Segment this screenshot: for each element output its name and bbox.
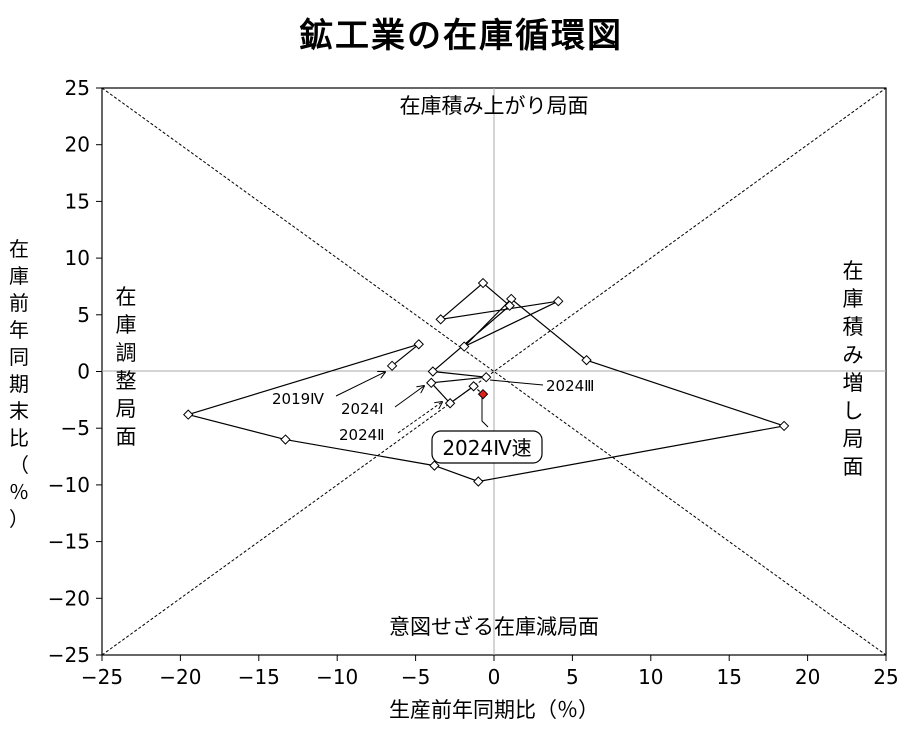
quadrant-label-bottom: 意図せざる在庫減局面	[389, 615, 599, 639]
data-point	[504, 300, 515, 311]
data-point	[386, 360, 398, 372]
x-tick-label: 15	[716, 665, 741, 689]
leader-2024-4	[481, 397, 489, 428]
data-point	[426, 377, 437, 389]
y-tick-label: 15	[65, 189, 90, 213]
chart-title: 鉱工業の在庫循環図	[299, 16, 623, 56]
vertical-char: 同	[9, 345, 29, 369]
vertical-char: 庫	[9, 264, 29, 288]
vertical-char: し	[842, 399, 864, 423]
vertical-char: 末	[9, 399, 29, 423]
y-tick-label: −10	[48, 473, 90, 497]
data-point	[444, 398, 456, 409]
vertical-char: 面	[842, 455, 864, 479]
vertical-char: 局	[115, 397, 137, 421]
vertical-char: 面	[115, 425, 137, 449]
x-tick-label: −25	[81, 665, 123, 689]
arrow-2019-4	[335, 372, 385, 397]
vertical-char: 庫	[115, 313, 137, 337]
data-point	[778, 420, 790, 432]
label-2024-1: 2024Ⅰ	[341, 400, 384, 418]
data-point-preliminary	[477, 388, 489, 400]
x-tick-label: 5	[566, 665, 579, 689]
data-point	[468, 381, 479, 392]
vertical-char: 前	[9, 291, 29, 315]
y-tick-label: −25	[48, 643, 90, 667]
quadrant-label-top: 在庫積み上がり局面	[400, 94, 589, 118]
x-tick-label: 0	[488, 665, 501, 689]
x-tick-label: −20	[159, 665, 201, 689]
guide-line-0	[101, 87, 887, 656]
vertical-char: 期	[9, 372, 29, 396]
x-tick-label: 10	[638, 665, 663, 689]
vertical-char: 調	[115, 341, 137, 365]
x-tick-label: 20	[795, 665, 820, 689]
quadrant-label-left: 在庫調整局面	[112, 283, 140, 451]
data-point	[477, 277, 489, 289]
vertical-char: み	[842, 343, 864, 367]
y-tick-label: 5	[77, 303, 90, 327]
y-tick-label: 25	[65, 76, 90, 100]
data-point	[280, 434, 291, 445]
y-tick-label: −15	[48, 530, 90, 554]
data-point	[427, 366, 439, 377]
vertical-char: （	[9, 453, 29, 477]
vertical-char: 年	[9, 318, 29, 342]
vertical-char: 在	[9, 237, 29, 261]
vertical-char: 庫	[842, 287, 864, 311]
label-2024-4: 2024Ⅳ速	[442, 436, 531, 460]
vertical-char: 局	[842, 427, 864, 451]
callout-box-2024-4	[431, 430, 543, 464]
vertical-char: 在	[115, 285, 137, 309]
label-2019-4: 2019Ⅳ	[272, 390, 324, 408]
y-tick-label: 10	[65, 246, 90, 270]
x-tick-label: −5	[401, 665, 430, 689]
vertical-char: ）	[9, 507, 29, 531]
vertical-char: ％	[9, 480, 29, 504]
vertical-char: 増	[842, 371, 864, 395]
arrow-2024-2	[397, 402, 442, 434]
y-tick-label: −5	[61, 416, 90, 440]
data-point	[553, 295, 564, 307]
quadrant-label-right: 在庫積み増し局面	[839, 257, 867, 481]
vertical-char: 比	[9, 426, 29, 450]
vertical-char: 整	[115, 369, 137, 393]
vertical-char: 積	[842, 315, 864, 339]
label-2024-3: 2024Ⅲ	[546, 377, 595, 395]
x-tick-label: −10	[316, 665, 358, 689]
x-tick-label: −15	[238, 665, 280, 689]
y-tick-label: 0	[77, 360, 90, 384]
x-axis-label: 生産前年同期比（％）	[389, 698, 599, 722]
data-point	[435, 314, 446, 325]
y-axis-label: 在庫前年同期末比 （ ％ ）	[6, 236, 32, 533]
vertical-char: 在	[842, 259, 864, 283]
data-point	[413, 339, 424, 350]
data-point	[581, 354, 592, 366]
label-2024-2: 2024Ⅱ	[339, 426, 385, 444]
y-tick-label: −20	[48, 586, 90, 610]
y-tick-label: 20	[65, 133, 90, 157]
data-point	[480, 371, 492, 383]
arrow-2024-1	[394, 386, 424, 408]
guide-line-1	[101, 87, 887, 656]
x-tick-label: 25	[873, 665, 898, 689]
data-point	[473, 476, 484, 487]
leader-2024-3	[489, 379, 544, 386]
data-point	[429, 460, 440, 471]
data-point	[183, 409, 194, 420]
data-point	[459, 341, 470, 352]
